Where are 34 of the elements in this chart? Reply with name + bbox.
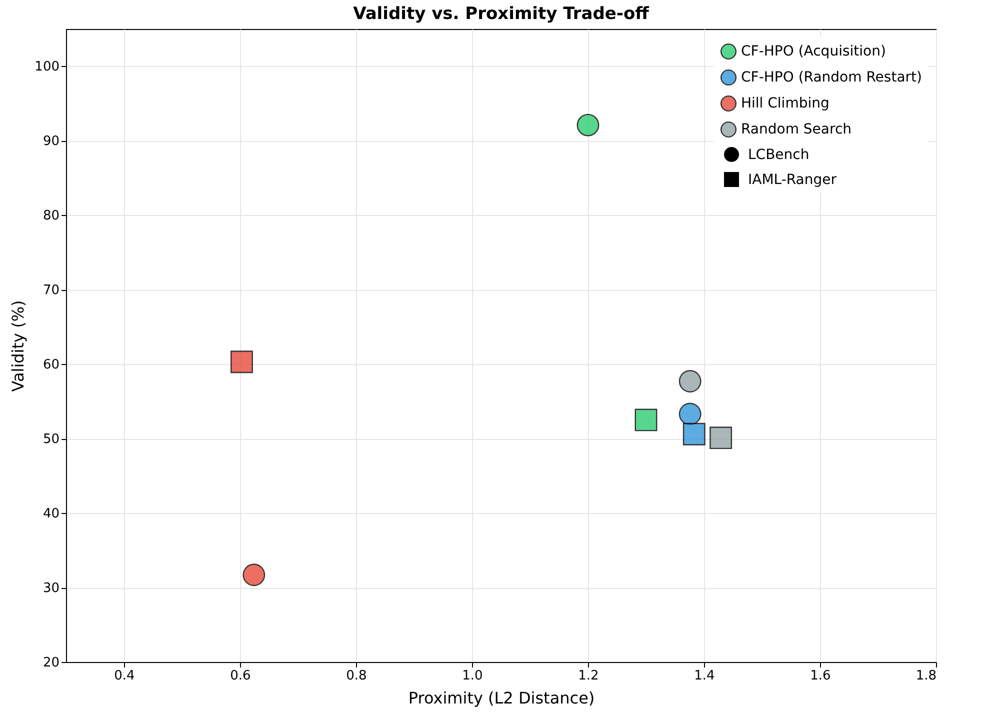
y-tick-label: 90 <box>42 134 60 150</box>
y-tick-label: 50 <box>42 432 60 448</box>
x-axis-title: Proximity (L2 Distance) <box>408 688 595 708</box>
point <box>242 564 266 586</box>
point <box>678 402 702 426</box>
legend-label: Random Search <box>741 122 852 138</box>
point <box>634 408 658 432</box>
x-tick-label: 0.8 <box>346 668 367 684</box>
x-tick-label: 1.6 <box>810 668 831 684</box>
y-tick-label: 40 <box>42 506 60 522</box>
point <box>230 350 253 374</box>
point <box>710 426 732 450</box>
y-tick-label: 30 <box>42 581 60 596</box>
y-tick-label: 100 <box>34 60 60 75</box>
annotation: LCBench <box>748 146 810 162</box>
y-tick-label: 70 <box>42 283 60 298</box>
legend-label: CF-HPO (Acquisition) <box>741 44 886 60</box>
y-tick-label: 80 <box>42 208 60 224</box>
legend-label: CF-HPO (Random Restart) <box>741 70 922 86</box>
annotation: IAML-Ranger <box>748 172 837 188</box>
y-axis-title: Validity (%) <box>8 300 28 392</box>
x-tick-label: 1.2 <box>578 668 599 684</box>
point <box>682 422 706 446</box>
legend-label: Hill Climbing <box>741 96 830 112</box>
x-tick-label: 0.4 <box>114 668 135 684</box>
x-tick-label: 0.6 <box>230 668 251 684</box>
y-tick-label: 60 <box>42 358 60 373</box>
point <box>678 370 702 392</box>
x-tick-label: 1.8 <box>916 668 936 684</box>
chart-title: Validity vs. Proximity Trade-off <box>353 4 650 24</box>
x-tick-label: 1.4 <box>694 668 715 684</box>
x-tick-label: 1.0 <box>462 668 483 684</box>
y-tick-label: 20 <box>42 656 60 670</box>
point <box>576 114 600 136</box>
